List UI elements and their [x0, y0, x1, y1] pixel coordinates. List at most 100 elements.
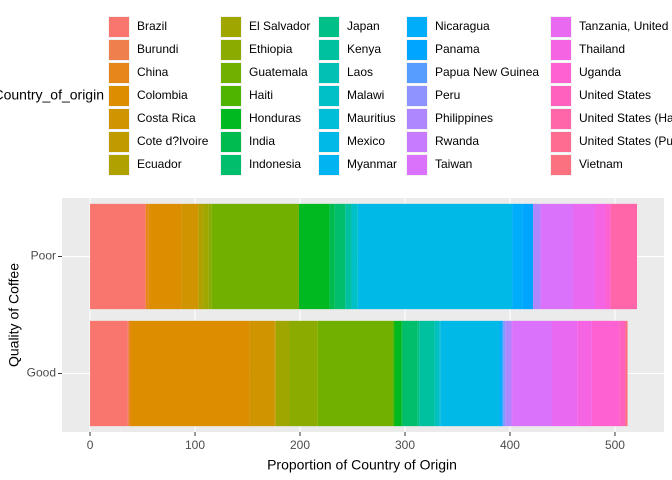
legend-label: Panama [435, 42, 480, 56]
bar-segment [181, 203, 199, 310]
legend-title: Country_of_origin [0, 87, 104, 103]
legend-key [109, 155, 129, 175]
bar-segment [289, 320, 318, 427]
bar-segment [619, 320, 626, 427]
bar-segment [501, 320, 503, 427]
bar-segment [130, 320, 250, 427]
bar-segment [595, 203, 606, 310]
bar-segment [274, 320, 276, 427]
bar-segment [503, 320, 506, 427]
legend-key [407, 63, 427, 83]
bar-segment [317, 320, 393, 427]
bar-segment [198, 203, 204, 310]
legend-label: Peru [435, 88, 460, 102]
bar-segment [351, 203, 358, 310]
legend-label: Burundi [137, 42, 178, 56]
x-axis-label: Proportion of Country of Origin [267, 457, 457, 473]
legend-key [551, 109, 571, 129]
bar-segment [345, 203, 352, 310]
legend-label: United States (Puerto Rico) [579, 134, 672, 148]
legend-label: Cote d?Ivoire [137, 134, 209, 148]
bar-segment [402, 320, 418, 427]
legend-label: El Salvador [249, 19, 310, 33]
legend-label: Haiti [249, 88, 273, 102]
bar-segment [329, 203, 335, 310]
legend-label: Vietnam [579, 157, 623, 171]
legend-key [319, 86, 339, 106]
y-tick-label: Good [27, 366, 56, 380]
bar-segment [605, 203, 611, 310]
legend-label: Honduras [249, 111, 301, 125]
bar-segment [540, 203, 573, 310]
legend-key [551, 17, 571, 37]
legend-label: Mexico [347, 134, 385, 148]
bar-segment [502, 320, 504, 427]
legend-label: Papua New Guinea [435, 65, 539, 79]
legend-key [551, 63, 571, 83]
legend-label: Laos [347, 65, 373, 79]
legend-key [221, 63, 241, 83]
bar-segment [440, 320, 500, 427]
legend-key [407, 155, 427, 175]
legend-label: Brazil [137, 19, 167, 33]
legend-key [221, 155, 241, 175]
legend-key [407, 109, 427, 129]
legend-key [407, 17, 427, 37]
legend-key [407, 132, 427, 152]
legend-label: Philippines [435, 111, 493, 125]
legend-label: Nicaragua [435, 19, 490, 33]
bar-segment [591, 320, 620, 427]
legend-key [407, 86, 427, 106]
bar-segment [572, 203, 596, 310]
legend-key [221, 132, 241, 152]
bar-segment [145, 203, 149, 310]
legend-key [551, 40, 571, 60]
y-axis-label: Quality of Coffee [6, 263, 22, 367]
legend-key [221, 40, 241, 60]
legend-label: Indonesia [249, 157, 301, 171]
bar-segment [577, 320, 592, 427]
legend-label: Ethiopia [249, 42, 293, 56]
legend-label: Ecuador [137, 157, 182, 171]
legend-label: Japan [347, 19, 380, 33]
bar-segment [610, 203, 638, 310]
bar-segment [505, 320, 512, 427]
legend-key [551, 132, 571, 152]
legend-key [319, 155, 339, 175]
bar-segment [419, 320, 435, 427]
legend-label: Uganda [579, 65, 621, 79]
legend-label: Mauritius [347, 111, 396, 125]
legend-key [551, 155, 571, 175]
bar-segment [211, 203, 299, 310]
bar-segment [417, 320, 420, 427]
legend-label: Colombia [137, 88, 188, 102]
legend-key [551, 86, 571, 106]
legend-label: Taiwan [435, 157, 472, 171]
bar-segment [127, 320, 129, 427]
bar-segment [90, 320, 128, 427]
legend-key [109, 86, 129, 106]
legend-key [109, 17, 129, 37]
bar-segment [522, 203, 534, 310]
bar-segment [275, 320, 290, 427]
legend-label: Tanzania, United Republic Of [579, 19, 672, 33]
legend-key [319, 132, 339, 152]
bar-segment [625, 320, 628, 427]
legend-key [109, 132, 129, 152]
x-tick-label: 0 [87, 438, 94, 452]
legend-label: Costa Rica [137, 111, 196, 125]
bar-segment [499, 320, 502, 427]
legend-label: Myanmar [347, 157, 397, 171]
bar-segment [511, 320, 513, 427]
bar-segment [551, 320, 578, 427]
bar-segment [298, 203, 330, 310]
legend-label: China [137, 65, 169, 79]
legend-label: Rwanda [435, 134, 479, 148]
legend-key [109, 63, 129, 83]
bar-segment [512, 320, 552, 427]
legend-label: Kenya [347, 42, 381, 56]
bar-segment [249, 320, 275, 427]
bar-segment [357, 203, 513, 310]
legend-key [407, 40, 427, 60]
